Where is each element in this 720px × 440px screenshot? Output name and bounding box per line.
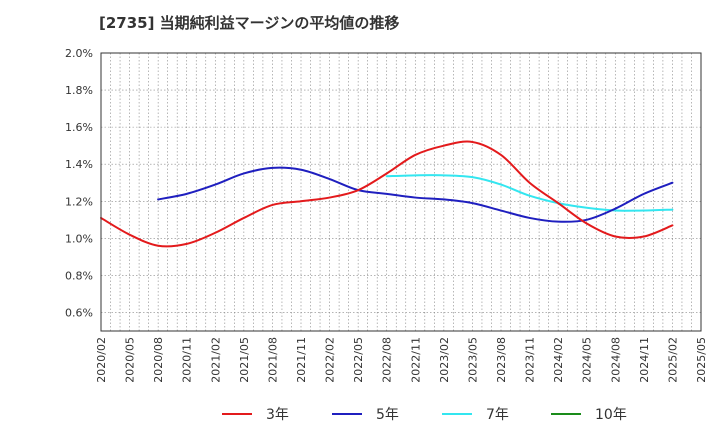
x-tick-label: 2023/08	[495, 337, 508, 383]
y-tick-label: 1.2%	[65, 195, 93, 208]
series-line-7年	[385, 174, 674, 212]
series-line-3年	[100, 140, 674, 248]
x-tick-label: 2022/05	[352, 337, 365, 383]
series-lines	[100, 140, 674, 248]
chart-title: [2735] 当期純利益マージンの平均値の推移	[99, 14, 400, 32]
x-tick-label: 2025/02	[666, 337, 679, 383]
x-tick-label: 2023/02	[438, 337, 451, 383]
y-axis-ticks: 0.6% 0.8% 1.0% 1.2% 1.4% 1.6% 1.8% 2.0%	[65, 47, 93, 319]
y-tick-label: 0.6%	[65, 306, 93, 319]
legend-label: 10年	[595, 407, 627, 423]
x-tick-label: 2024/08	[609, 337, 622, 383]
x-tick-label: 2024/11	[638, 337, 651, 383]
x-axis-ticks: 2020/02 2020/05 2020/08 2020/11 2021/02 2021/…	[95, 337, 708, 383]
x-tick-label: 2022/08	[381, 337, 394, 383]
x-tick-label: 2023/05	[466, 337, 479, 383]
x-tick-label: 2021/08	[266, 337, 279, 383]
x-tick-label: 2020/02	[95, 337, 108, 383]
y-tick-label: 1.4%	[65, 158, 93, 171]
x-tick-label: 2023/11	[524, 337, 537, 383]
legend-label: 3年	[266, 407, 289, 423]
x-tick-label: 2021/11	[295, 337, 308, 383]
y-tick-label: 1.0%	[65, 232, 93, 245]
x-tick-label: 2021/05	[238, 337, 251, 383]
x-tick-label: 2022/02	[324, 337, 337, 383]
x-tick-label: 2020/05	[124, 337, 137, 383]
plot-area	[101, 53, 701, 331]
x-tick-label: 2021/02	[209, 337, 222, 383]
plot-frame	[100, 52, 702, 332]
x-tick-label: 2020/11	[181, 337, 194, 383]
legend-label: 5年	[376, 407, 399, 423]
series-line-5年	[157, 166, 674, 223]
x-tick-label: 2024/05	[581, 337, 594, 383]
x-tick-label: 2025/05	[695, 337, 708, 383]
y-tick-label: 0.8%	[65, 269, 93, 282]
legend: 3年 5年 7年 10年	[222, 407, 627, 423]
legend-label: 7年	[486, 407, 509, 423]
x-tick-label: 2020/08	[152, 337, 165, 383]
x-tick-label: 2022/11	[409, 337, 422, 383]
x-tick-label: 2024/02	[552, 337, 565, 383]
y-tick-label: 1.8%	[65, 84, 93, 97]
y-tick-label: 2.0%	[65, 47, 93, 60]
y-tick-label: 1.6%	[65, 121, 93, 134]
